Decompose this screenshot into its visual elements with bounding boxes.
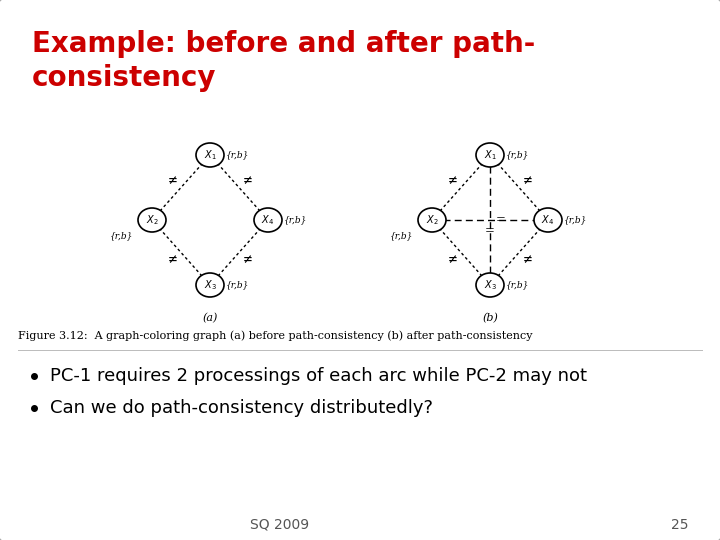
Text: ≠: ≠ bbox=[522, 253, 532, 266]
Ellipse shape bbox=[476, 273, 504, 297]
Text: $X_3$: $X_3$ bbox=[484, 278, 496, 292]
Text: {r,b}: {r,b} bbox=[390, 232, 413, 240]
Text: ≠: ≠ bbox=[242, 174, 252, 187]
Text: {r,b}: {r,b} bbox=[226, 280, 249, 289]
Text: ≠: ≠ bbox=[168, 253, 178, 266]
Text: =: = bbox=[485, 225, 495, 238]
Text: {r,b}: {r,b} bbox=[284, 215, 307, 225]
Ellipse shape bbox=[476, 143, 504, 167]
Text: PC-1 requires 2 processings of each arc while PC-2 may not: PC-1 requires 2 processings of each arc … bbox=[50, 367, 587, 385]
Text: {r,b}: {r,b} bbox=[564, 215, 588, 225]
Ellipse shape bbox=[138, 208, 166, 232]
Text: Can we do path-consistency distributedly?: Can we do path-consistency distributedly… bbox=[50, 399, 433, 417]
Text: ≠: ≠ bbox=[242, 253, 252, 266]
Text: $X_3$: $X_3$ bbox=[204, 278, 217, 292]
Text: consistency: consistency bbox=[32, 64, 217, 92]
Ellipse shape bbox=[196, 273, 224, 297]
Text: ≠: ≠ bbox=[448, 174, 458, 187]
Text: $X_1$: $X_1$ bbox=[204, 148, 216, 162]
Text: 25: 25 bbox=[671, 518, 689, 532]
Text: ≠: ≠ bbox=[448, 253, 458, 266]
Text: $X_1$: $X_1$ bbox=[484, 148, 496, 162]
Text: $X_4$: $X_4$ bbox=[261, 213, 274, 227]
Ellipse shape bbox=[418, 208, 446, 232]
Text: (a): (a) bbox=[202, 313, 217, 323]
Ellipse shape bbox=[254, 208, 282, 232]
Text: $X_2$: $X_2$ bbox=[145, 213, 158, 227]
Ellipse shape bbox=[534, 208, 562, 232]
Text: ≠: ≠ bbox=[522, 174, 532, 187]
Text: (b): (b) bbox=[482, 313, 498, 323]
Text: ≠: ≠ bbox=[168, 174, 178, 187]
Text: Example: before and after path-: Example: before and after path- bbox=[32, 30, 535, 58]
Text: Figure 3.12:  A graph-coloring graph (a) before path-consistency (b) after path-: Figure 3.12: A graph-coloring graph (a) … bbox=[18, 330, 533, 341]
Ellipse shape bbox=[196, 143, 224, 167]
Text: {r,b}: {r,b} bbox=[110, 232, 133, 240]
Text: {r,b}: {r,b} bbox=[506, 151, 529, 159]
Text: {r,b}: {r,b} bbox=[506, 280, 529, 289]
Text: $X_4$: $X_4$ bbox=[541, 213, 554, 227]
Text: {r,b}: {r,b} bbox=[226, 151, 249, 159]
Text: =: = bbox=[496, 213, 506, 226]
Text: $X_2$: $X_2$ bbox=[426, 213, 438, 227]
Text: SQ 2009: SQ 2009 bbox=[251, 518, 310, 532]
